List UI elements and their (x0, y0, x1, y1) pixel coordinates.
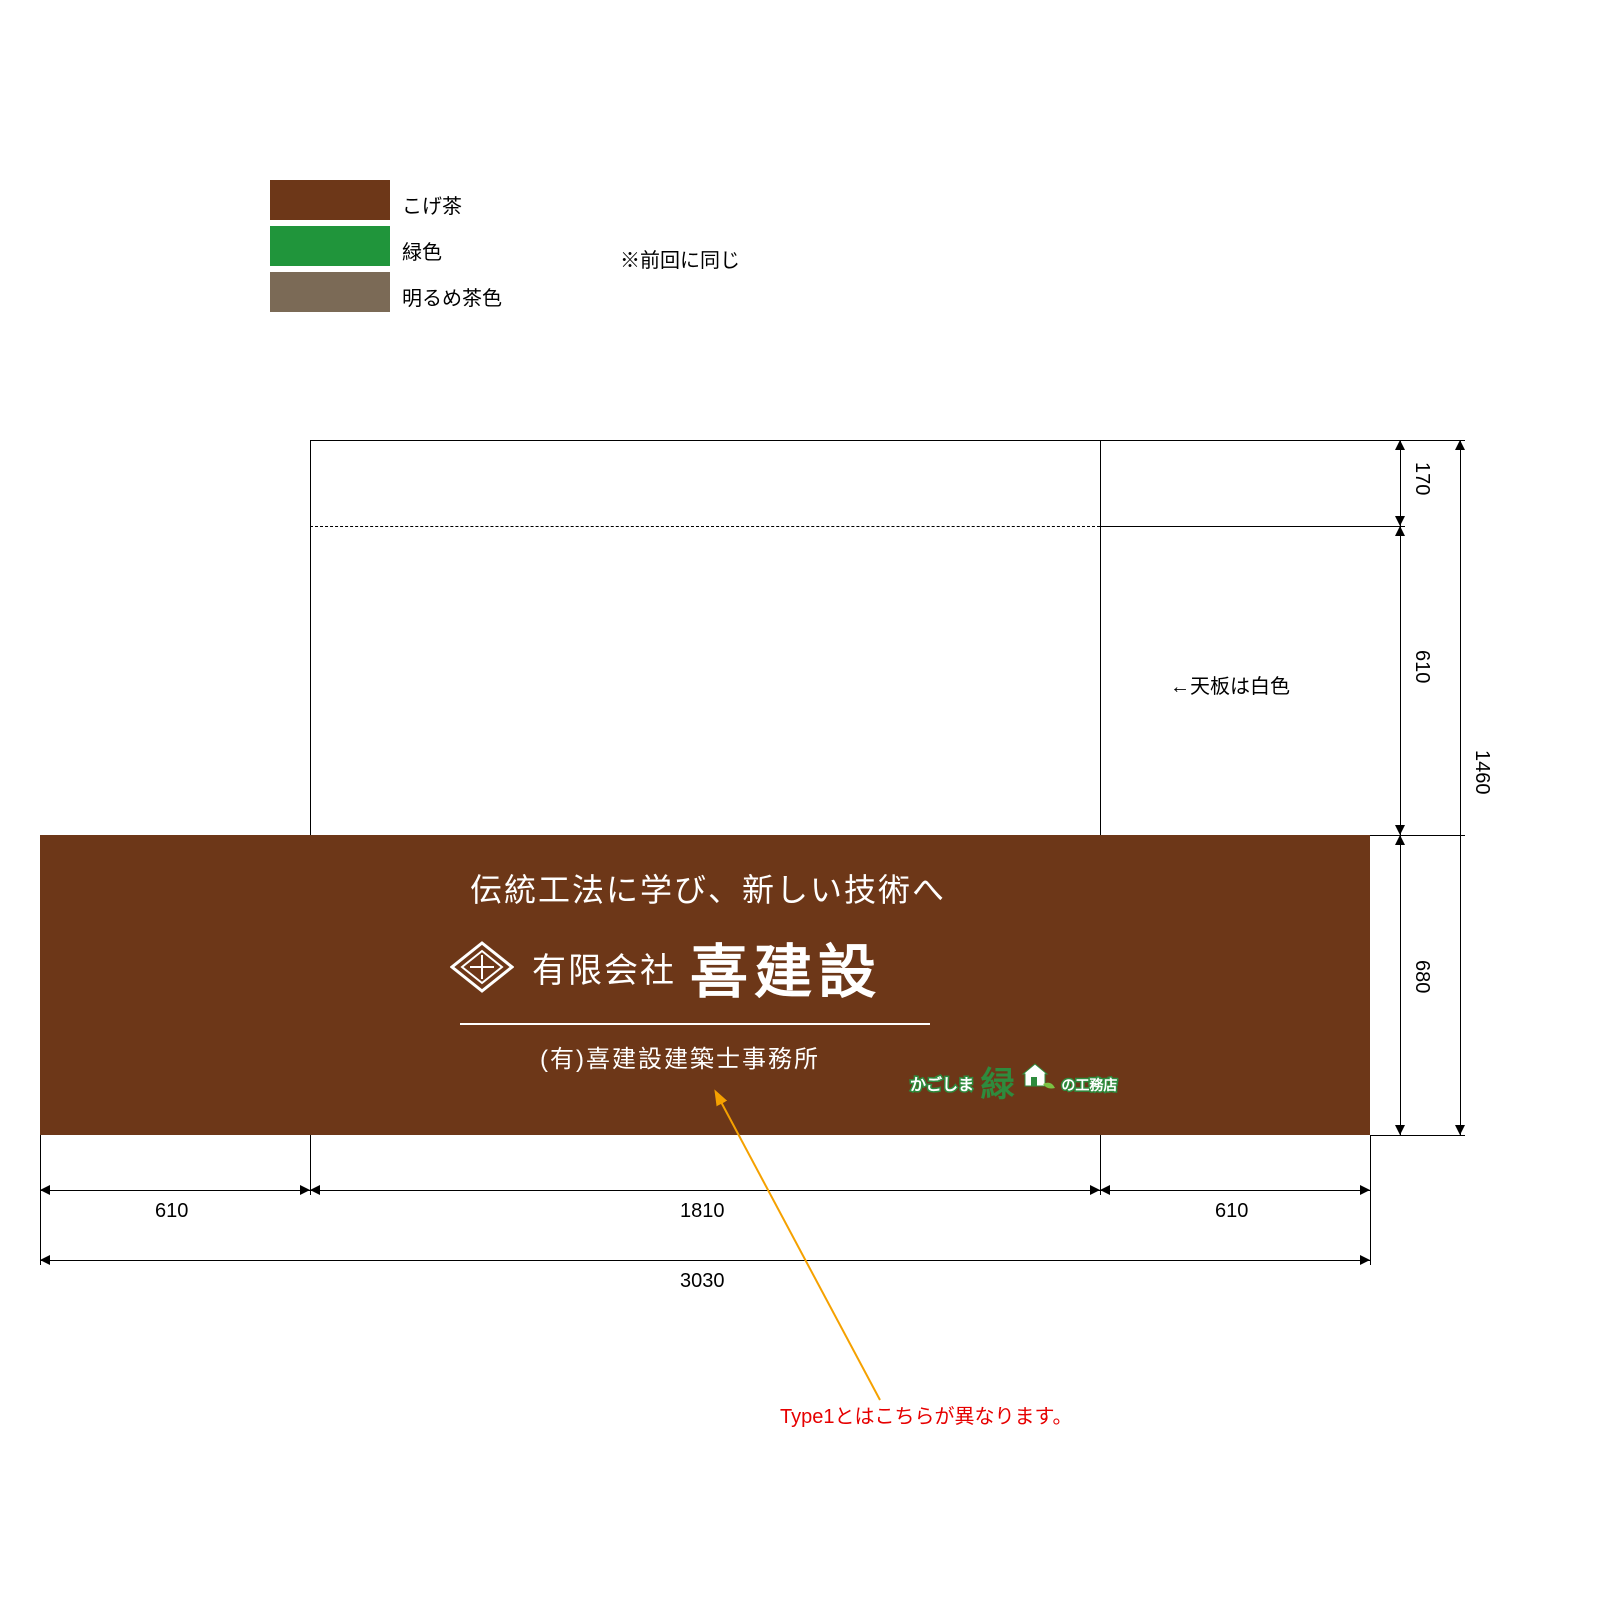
sign-company-row: 有限会社 喜建設 (450, 925, 882, 1009)
ext-right-signtop (1370, 835, 1465, 836)
dim-h-row2-line (40, 1260, 1370, 1261)
badge-left: かごしま (910, 1077, 974, 1094)
sign-divider (460, 1023, 930, 1025)
top-panel-note: ←天板は白色 (1170, 670, 1290, 699)
badge-kanji: 緑 (980, 1067, 1014, 1104)
arrow-down-icon (1455, 440, 1465, 450)
swatch-light-brown (270, 272, 390, 312)
sign-panel: 伝統工法に学び、新しい技術へ 有限会社 喜建設 (有)喜建設建築士事務所 かごし… (40, 835, 1370, 1135)
arrow-right-icon (1090, 1185, 1100, 1195)
arrow-down-icon (1395, 440, 1405, 450)
arrow-up-icon (1455, 1125, 1465, 1135)
dim-h-sign: 680 (1410, 960, 1433, 993)
swatch-label-dark-brown: こげ茶 (402, 190, 462, 219)
arrow-left-icon (40, 1185, 50, 1195)
swatch-label-green: 緑色 (402, 236, 442, 265)
dim-h-row1-line (40, 1190, 1370, 1191)
swatch-green (270, 226, 390, 266)
ext-right-dash (1100, 526, 1405, 527)
arrow-right-icon (1360, 1185, 1370, 1195)
dim-h-top: 170 (1410, 462, 1433, 495)
dim-v-outer-line (1460, 440, 1461, 1135)
ext-right-top (1100, 440, 1465, 441)
dim-h-mid: 610 (1410, 650, 1433, 683)
arrow-right-icon (1360, 1255, 1370, 1265)
box-dash-line (310, 526, 1100, 527)
house-leaf-icon (1021, 1060, 1057, 1094)
sign-company-prefix: 有限会社 (532, 943, 676, 992)
box-top-edge (310, 440, 1100, 441)
drawing-stage: こげ茶 緑色 明るめ茶色 ※前回に同じ 伝統工法に学び、新しい技術へ 有限会社 … (0, 0, 1600, 1600)
dim-h-total: 1460 (1470, 750, 1493, 795)
dim-w-total: 3030 (680, 1270, 725, 1293)
arrow-left-icon (310, 1185, 320, 1195)
arrow-up-icon (1395, 1125, 1405, 1135)
dim-w-center: 1810 (680, 1200, 725, 1223)
swatch-label-light-brown: 明るめ茶色 (402, 282, 502, 311)
arrow-down-icon (1395, 526, 1405, 536)
ext-outer-left (40, 1135, 41, 1265)
arrow-right-icon (300, 1185, 310, 1195)
arrow-up-icon (1395, 825, 1405, 835)
annotation-text: Type1とはこちらが異なります。 (780, 1400, 1072, 1429)
arrow-left-icon (40, 1255, 50, 1265)
dim-w-left: 610 (155, 1200, 188, 1223)
badge-kagoshima: かごしま 緑 の工務店 (910, 1057, 1117, 1106)
legend-note: ※前回に同じ (620, 244, 740, 273)
sign-tagline: 伝統工法に学び、新しい技術へ (470, 865, 946, 911)
dim-w-right: 610 (1215, 1200, 1248, 1223)
sign-company-name: 喜建設 (690, 925, 882, 1009)
ext-right-signbot (1370, 1135, 1465, 1136)
annotation-arrow-svg (0, 0, 1600, 1600)
logo-diamond-icon (450, 935, 514, 999)
arrow-up-icon (1395, 516, 1405, 526)
ext-outer-right (1370, 1135, 1371, 1265)
swatch-dark-brown (270, 180, 390, 220)
arrow-down-icon (1395, 835, 1405, 845)
badge-right: の工務店 (1061, 1077, 1117, 1093)
sign-subtitle: (有)喜建設建築士事務所 (540, 1039, 820, 1074)
dim-v-inner-line (1400, 440, 1401, 1135)
arrow-left-icon (1100, 1185, 1110, 1195)
